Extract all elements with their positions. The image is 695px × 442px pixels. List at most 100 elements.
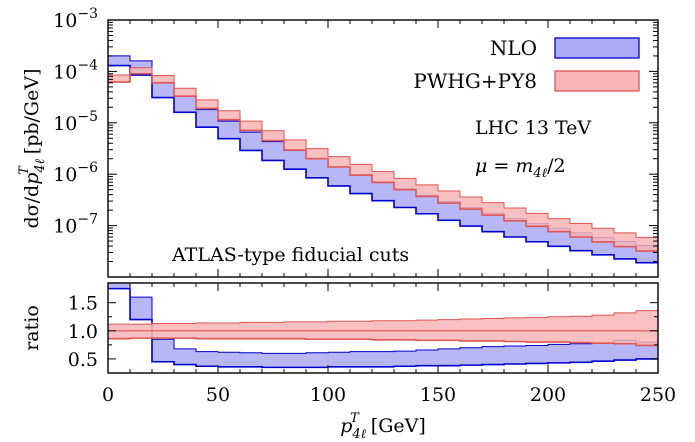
ratio-band-0-19 (526, 345, 548, 364)
ratio-band-0-12 (372, 351, 394, 367)
ratio-band-0-8 (284, 353, 306, 368)
ratio-edge-low-0 (108, 287, 658, 369)
legend-swatch-0 (554, 37, 640, 59)
main-band-0-5 (218, 121, 240, 139)
main-band-1-0 (108, 75, 130, 83)
main-band-1-19 (526, 213, 548, 227)
x-axis-label: p4ℓT [GeV] (340, 411, 426, 442)
main-band-0-3 (174, 96, 196, 113)
main-band-1-2 (152, 75, 174, 83)
ratio-band-1-23 (614, 312, 636, 344)
main-frame (107, 19, 659, 278)
legend: NLO PWHG+PY8 (413, 36, 640, 93)
ratio-edge-low-1 (108, 337, 658, 347)
main-panel: 10−3 10−4 10−5 10−6 10−7dσ/dp4ℓT [pb/GeV] (17, 6, 659, 278)
ratio-band-0-15 (438, 348, 460, 366)
ratio-band-0-9 (306, 352, 328, 368)
main-edge-low-0 (108, 64, 658, 264)
ratio-band-1-16 (460, 319, 482, 341)
main-ytick-label-2: 10−5 (53, 109, 98, 135)
overlay-layer: NLO PWHG+PY8 LHC 13 TeV μ = m4ℓ/2 ATLAS-type… (171, 36, 640, 442)
main-band-1-11 (350, 164, 372, 176)
main-band-1-17 (482, 202, 504, 216)
main-band-0-14 (416, 195, 438, 214)
ratio-band-0-21 (570, 343, 592, 363)
main-band-1-6 (240, 121, 262, 131)
ratio-series-1 (108, 310, 658, 347)
ratio-band-1-22 (592, 315, 614, 344)
ratio-band-0-24 (636, 342, 658, 359)
main-band-1-13 (394, 178, 416, 190)
ratio-band-0-18 (504, 346, 526, 364)
main-band-1-20 (548, 218, 570, 232)
ratio-y-ticks: 0.5 1.0 1.5 (68, 293, 658, 371)
annotation-energy: LHC 13 TeV (475, 117, 591, 139)
main-band-1-10 (328, 156, 350, 168)
xtick-label-2: 100 (310, 384, 346, 406)
ratio-ytick-label-2: 1.5 (68, 293, 98, 315)
main-band-1-9 (306, 148, 328, 159)
main-band-1-12 (372, 171, 394, 183)
main-band-1-15 (438, 191, 460, 204)
main-band-1-5 (218, 110, 240, 120)
ratio-x-ticks: 0 50 100 150 200 250 (102, 283, 676, 406)
ratio-band-1-15 (438, 319, 460, 341)
ratio-band-0-10 (328, 352, 350, 367)
ratio-band-1-18 (504, 317, 526, 342)
annotation-cuts: ATLAS-type fiducial cuts (171, 244, 409, 266)
main-band-0-2 (152, 82, 174, 98)
main-band-1-18 (504, 207, 526, 221)
ratio-band-0-4 (196, 351, 218, 367)
ratio-band-0-14 (416, 349, 438, 366)
main-band-0-10 (328, 167, 350, 186)
annotation-scale: μ = m4ℓ/2 (475, 155, 566, 181)
main-band-0-16 (460, 207, 482, 227)
xtick-label-3: 150 (420, 384, 456, 406)
main-band-1-1 (130, 67, 152, 74)
main-band-0-18 (504, 218, 526, 238)
main-edge-low-1 (108, 72, 658, 252)
ratio-panel: 0.5 1.0 1.5 0 50 100 150 200 250 ratio (21, 282, 676, 406)
main-band-1-14 (416, 184, 438, 197)
main-band-0-9 (306, 158, 328, 178)
xtick-label-0: 0 (102, 384, 114, 406)
main-band-1-24 (636, 237, 658, 252)
ratio-band-1-24 (636, 310, 658, 346)
ratio-band-1-19 (526, 317, 548, 343)
ratio-band-0-1 (130, 297, 152, 320)
xtick-label-4: 200 (530, 384, 566, 406)
ratio-band-0-5 (218, 352, 240, 367)
main-band-0-15 (438, 201, 460, 221)
ratio-ytick-label-0: 0.5 (68, 349, 98, 371)
legend-swatch-1 (554, 70, 640, 92)
main-band-1-7 (262, 130, 284, 141)
main-band-1-8 (284, 139, 306, 151)
ratio-band-0-7 (262, 353, 284, 368)
main-band-0-17 (482, 213, 504, 232)
ratio-band-1-20 (548, 316, 570, 343)
main-ytick-label-0: 10−3 (53, 6, 98, 32)
ratio-ytick-label-1: 1.0 (68, 321, 98, 343)
ratio-band-1-17 (482, 318, 504, 341)
ratio-frame (107, 282, 659, 374)
main-ylabel: dσ/dp4ℓT [pb/GeV] (17, 69, 48, 229)
ratio-band-0-0 (108, 283, 130, 289)
ratio-band-0-3 (174, 348, 196, 365)
main-ytick-label-4: 10−7 (53, 212, 98, 238)
ratio-band-0-6 (240, 352, 262, 367)
main-ytick-label-3: 10−6 (53, 160, 98, 186)
main-band-1-23 (614, 232, 636, 247)
main-band-0-0 (108, 55, 130, 66)
ratio-band-0-23 (614, 340, 636, 361)
main-band-1-21 (570, 223, 592, 238)
main-band-1-4 (196, 99, 218, 109)
main-x-ticks (107, 20, 659, 277)
main-band-1-16 (460, 197, 482, 210)
main-series-1 (108, 67, 658, 252)
main-band-0-12 (372, 181, 394, 201)
main-band-0-20 (548, 228, 570, 247)
main-ytick-label-1: 10−4 (53, 57, 98, 83)
ratio-edge-high-1 (108, 310, 658, 325)
main-band-0-7 (262, 141, 284, 161)
main-band-1-3 (174, 88, 196, 97)
